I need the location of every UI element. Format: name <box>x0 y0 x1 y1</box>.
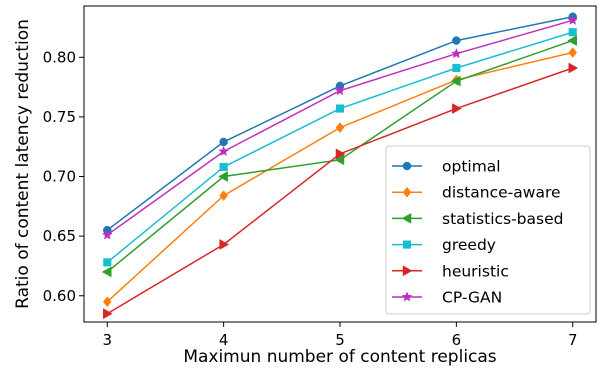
y-tick-label: 0.60 <box>43 287 76 305</box>
y-tick-label: 0.80 <box>43 48 76 66</box>
series-heuristic <box>103 62 579 320</box>
data-point <box>334 154 345 166</box>
y-axis-ticks: 0.60 0.65 0.70 0.75 0.80 <box>43 48 84 305</box>
legend-label: statistics-based <box>442 210 563 228</box>
data-point <box>335 148 346 160</box>
data-point <box>218 145 230 157</box>
x-tick-label: 7 <box>568 331 578 349</box>
legend-marker <box>401 212 412 224</box>
data-point <box>219 190 228 202</box>
data-point <box>103 308 113 320</box>
data-point <box>452 36 461 45</box>
data-point <box>218 171 228 182</box>
legend-box <box>385 145 591 315</box>
x-tick-label: 4 <box>219 331 229 349</box>
data-point <box>219 162 228 172</box>
data-point <box>219 137 228 147</box>
data-point <box>452 63 461 73</box>
legend-label: optimal <box>442 158 501 176</box>
data-point <box>450 75 461 87</box>
data-point <box>567 35 577 47</box>
series-statistics-based <box>101 35 577 278</box>
legend-marker <box>402 265 413 277</box>
data-point <box>102 296 112 308</box>
series-layer <box>101 12 579 320</box>
data-point <box>334 84 346 96</box>
legend-marker <box>402 240 412 249</box>
x-axis-ticks: 3 4 5 6 7 <box>102 322 578 349</box>
legend-item: optimal <box>392 158 501 176</box>
data-point <box>568 62 579 74</box>
y-tick-label: 0.75 <box>43 108 76 126</box>
legend-item: distance-aware <box>392 184 561 202</box>
legend-item: statistics-based <box>392 210 563 228</box>
x-tick-label: 6 <box>452 331 462 349</box>
data-point <box>101 229 113 240</box>
legend-marker <box>402 186 412 198</box>
legend-label: distance-aware <box>442 184 561 202</box>
y-axis-label: Ratio of content latency reduction <box>13 19 33 309</box>
data-point <box>567 14 579 25</box>
data-point <box>219 239 230 250</box>
legend-item: CP-GAN <box>392 289 502 307</box>
legend-item: heuristic <box>392 262 509 280</box>
legend-label: heuristic <box>442 262 509 280</box>
x-tick-label: 5 <box>335 331 345 349</box>
legend-item: greedy <box>392 236 496 254</box>
legend: optimal distance-aware statistics-based gre… <box>385 145 591 315</box>
data-point <box>568 28 577 37</box>
data-point <box>335 104 345 113</box>
legend-label: greedy <box>442 236 496 254</box>
data-point <box>450 48 462 59</box>
legend-items: optimal distance-aware statistics-based gre… <box>392 158 563 307</box>
data-point <box>452 103 462 114</box>
x-axis-label: Maximun number of content replicas <box>183 347 496 367</box>
legend-marker <box>402 161 412 171</box>
y-tick-label: 0.65 <box>43 227 76 245</box>
data-point <box>103 258 112 267</box>
x-tick-label: 3 <box>102 331 112 349</box>
data-point <box>568 47 578 58</box>
data-point <box>101 266 112 278</box>
series-greedy <box>103 28 577 267</box>
legend-marker <box>401 291 413 302</box>
data-point <box>335 122 345 134</box>
legend-label: CP-GAN <box>442 289 502 307</box>
y-tick-label: 0.70 <box>43 168 76 186</box>
series-CP-GAN <box>101 14 579 240</box>
